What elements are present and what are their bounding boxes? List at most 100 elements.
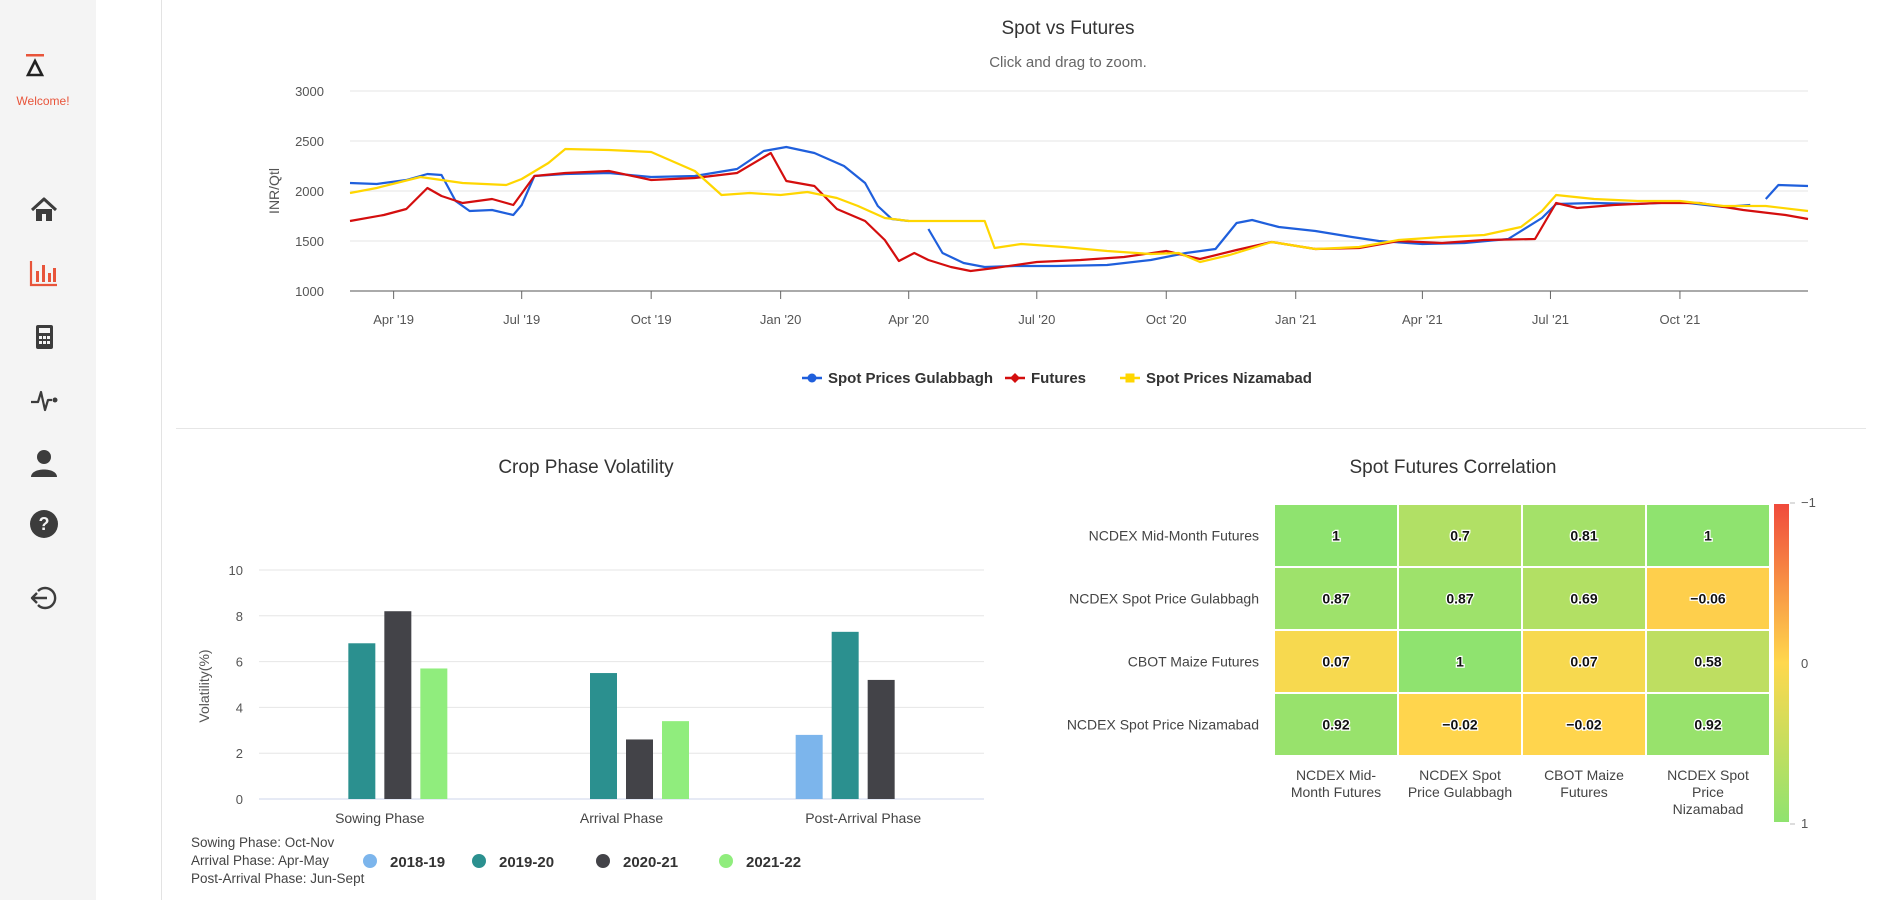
cell-value: 1: [1456, 654, 1464, 670]
chart-legend[interactable]: Spot Prices Gulabbagh Futures Spot Prices …: [802, 370, 1312, 387]
legend-item[interactable]: Spot Prices Nizamabad: [1120, 370, 1312, 387]
spot-vs-futures-chart[interactable]: Spot vs Futures Click and drag to zoom. …: [176, 0, 1876, 425]
y-tick-label: 1500: [295, 234, 324, 249]
heatmap-cells: 1 0.7 0.81 1 0.87 0.87 0.69 −0.06 0.07 1 0.07 0.58 0…: [1273, 503, 1771, 757]
legend-item[interactable]: Futures: [1005, 370, 1086, 387]
category-label: Post-Arrival Phase: [805, 810, 921, 826]
chart-title: Spot vs Futures: [1001, 18, 1134, 39]
heatmap-cell[interactable]: [1273, 692, 1399, 757]
row-labels: NCDEX Mid-Month Futures NCDEX Spot Price …: [1067, 528, 1259, 733]
scale-label: 0: [1801, 656, 1808, 671]
legend-item[interactable]: Spot Prices Gulabbagh: [802, 370, 993, 387]
y-tick-label: 2000: [295, 184, 324, 199]
bar[interactable]: [795, 734, 823, 799]
category-label: Arrival Phase: [580, 810, 663, 826]
bar[interactable]: [662, 721, 689, 799]
cell-value: 0.07: [1570, 654, 1597, 670]
phase-note: Arrival Phase: Apr-May: [191, 853, 329, 868]
column-label: NCDEX Spot: [1667, 767, 1749, 783]
row-label: CBOT Maize Futures: [1128, 654, 1259, 670]
x-axis-ticks: Apr '19 Jul '19 Oct '19 Jan '20 Apr '20 Jul '…: [373, 291, 1700, 327]
x-tick-label: Apr '19: [373, 312, 414, 327]
heatmap-cell[interactable]: [1521, 692, 1647, 757]
calculator-icon[interactable]: [28, 321, 60, 353]
y-axis-ticks: 3000 2500 2000 1500 1000: [295, 84, 324, 299]
series-line: [1764, 183, 1809, 200]
heatmap-cell[interactable]: [1521, 566, 1647, 631]
heatmap-cell[interactable]: [1273, 566, 1399, 631]
color-scale-bar: [1774, 504, 1789, 822]
cell-value: 0.92: [1694, 717, 1721, 733]
legend-item[interactable]: 2019-20: [472, 854, 554, 871]
chart-legend[interactable]: 2018-19 2019-20 2020-21 2021-22: [363, 854, 801, 871]
category-label: Sowing Phase: [335, 810, 425, 826]
column-label: NCDEX Mid-: [1296, 767, 1376, 783]
heatmap-cell[interactable]: [1273, 629, 1399, 694]
chart-gridlines: [350, 90, 1808, 292]
bar-chart-icon[interactable]: [28, 257, 60, 289]
row-label: NCDEX Spot Price Gulabbagh: [1069, 591, 1259, 607]
bar[interactable]: [384, 611, 412, 799]
heatmap-cell[interactable]: [1645, 629, 1771, 694]
row-label: NCDEX Mid-Month Futures: [1089, 528, 1259, 544]
heatmap-cell[interactable]: [1521, 503, 1647, 568]
column-label: Price: [1692, 784, 1724, 800]
x-tick-label: Oct '21: [1660, 312, 1701, 327]
brand-logo[interactable]: [24, 52, 46, 82]
help-icon[interactable]: ?: [28, 508, 60, 540]
cell-value: 0.58: [1694, 654, 1721, 670]
user-icon[interactable]: [28, 447, 60, 479]
bar[interactable]: [348, 643, 376, 799]
home-icon[interactable]: [28, 194, 60, 226]
chart-title: Crop Phase Volatility: [498, 457, 674, 478]
legend-item[interactable]: 2020-21: [596, 854, 678, 871]
phase-note: Post-Arrival Phase: Jun-Sept: [191, 871, 365, 886]
cell-value: −0.02: [1566, 717, 1602, 733]
heatmap-cell[interactable]: [1645, 503, 1771, 568]
legend-label: 2018-19: [390, 854, 445, 871]
legend-label: Futures: [1031, 370, 1086, 387]
correlation-heatmap[interactable]: Spot Futures Correlation 1 0.7 0.81 1 0.87 0.…: [1020, 440, 1880, 900]
bar[interactable]: [867, 679, 895, 799]
cell-value: 0.81: [1570, 528, 1597, 544]
volatility-chart[interactable]: Crop Phase Volatility 10 8 6 4 2 0 Volatility…: [176, 440, 1016, 900]
bar[interactable]: [831, 631, 859, 799]
chart-series: [349, 145, 1809, 273]
heatmap-cell[interactable]: [1397, 629, 1523, 694]
heatmap-cell[interactable]: [1397, 566, 1523, 631]
bar[interactable]: [626, 739, 653, 799]
section-separator: [176, 428, 1866, 429]
chart-bars: [348, 611, 895, 799]
x-tick-label: Jul '19: [503, 312, 540, 327]
column-label: Nizamabad: [1673, 801, 1744, 817]
legend-label: 2021-22: [746, 854, 801, 871]
y-tick-label: 2500: [295, 134, 324, 149]
cell-value: 0.92: [1322, 717, 1349, 733]
series-line: [349, 151, 1809, 273]
heatmap-cell[interactable]: [1521, 629, 1647, 694]
heatmap-cell[interactable]: [1645, 566, 1771, 631]
scale-label: 1: [1801, 816, 1808, 831]
y-tick-label: 6: [236, 655, 243, 670]
column-label: CBOT Maize: [1544, 767, 1624, 783]
welcome-text: Welcome!: [16, 94, 70, 108]
legend-item[interactable]: 2021-22: [719, 854, 801, 871]
bar[interactable]: [590, 673, 617, 799]
column-label: Futures: [1560, 784, 1607, 800]
row-label: NCDEX Spot Price Nizamabad: [1067, 717, 1259, 733]
heatmap-cell[interactable]: [1645, 692, 1771, 757]
heatmap-cell[interactable]: [1397, 692, 1523, 757]
heatmap-cell[interactable]: [1397, 503, 1523, 568]
y-tick-label: 8: [236, 609, 243, 624]
pulse-icon[interactable]: [28, 384, 60, 416]
x-tick-label: Jan '20: [760, 312, 802, 327]
bar[interactable]: [420, 668, 448, 799]
x-tick-label: Oct '20: [1146, 312, 1187, 327]
x-tick-label: Jan '21: [1275, 312, 1317, 327]
legend-item[interactable]: 2018-19: [363, 854, 445, 871]
series-line: [927, 200, 1751, 269]
cell-value: −0.06: [1690, 591, 1726, 607]
heatmap-cell[interactable]: [1273, 503, 1399, 568]
logout-icon[interactable]: [28, 582, 60, 614]
